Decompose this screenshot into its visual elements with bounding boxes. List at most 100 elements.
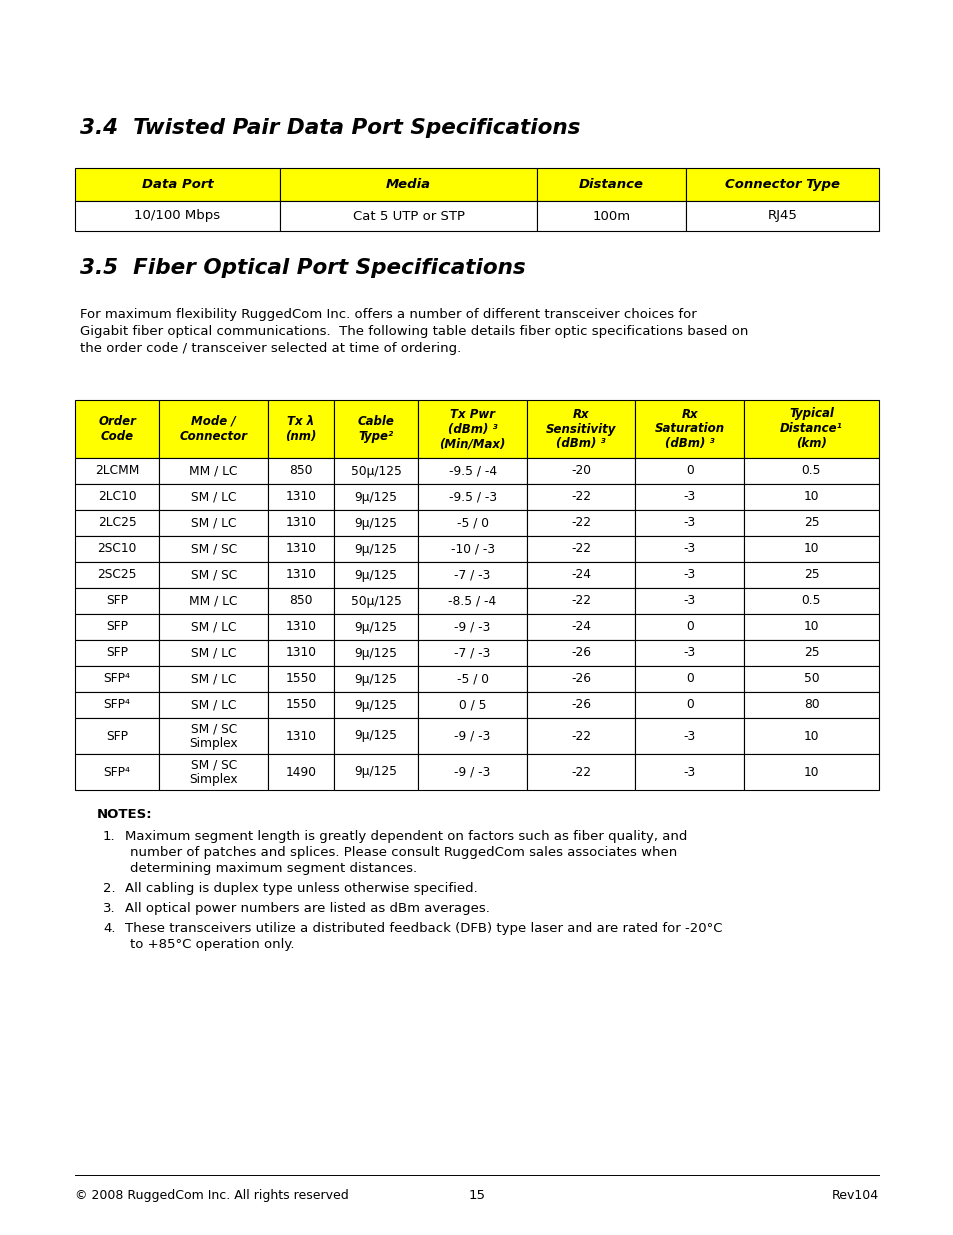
- Text: Gigabit fiber optical communications.  The following table details fiber optic s: Gigabit fiber optical communications. Th…: [80, 325, 747, 338]
- Bar: [743, 666, 878, 692]
- Text: -3: -3: [682, 766, 695, 778]
- Text: 10: 10: [802, 542, 819, 556]
- Text: -3: -3: [682, 730, 695, 742]
- Bar: [159, 755, 268, 790]
- Text: -22: -22: [571, 490, 591, 504]
- Text: -24: -24: [571, 568, 591, 582]
- Bar: [75, 755, 159, 790]
- Text: SM / SC
Simplex: SM / SC Simplex: [190, 758, 237, 785]
- Bar: [417, 755, 526, 790]
- Bar: [334, 562, 417, 588]
- Bar: [743, 400, 878, 458]
- Bar: [75, 692, 159, 718]
- Text: -3: -3: [682, 516, 695, 530]
- Bar: [159, 614, 268, 640]
- Bar: [743, 510, 878, 536]
- Bar: [334, 755, 417, 790]
- Text: -26: -26: [571, 673, 591, 685]
- Bar: [635, 755, 743, 790]
- Bar: [159, 666, 268, 692]
- Bar: [526, 755, 635, 790]
- Text: -7 / -3: -7 / -3: [454, 646, 490, 659]
- Text: 9μ/125: 9μ/125: [355, 490, 397, 504]
- Text: -22: -22: [571, 542, 591, 556]
- Bar: [526, 536, 635, 562]
- Bar: [685, 168, 878, 201]
- Text: 2LC10: 2LC10: [98, 490, 136, 504]
- Text: -22: -22: [571, 730, 591, 742]
- Bar: [526, 484, 635, 510]
- Bar: [159, 692, 268, 718]
- Bar: [417, 666, 526, 692]
- Bar: [280, 201, 537, 231]
- Text: SM / SC: SM / SC: [191, 568, 236, 582]
- Text: SM / LC: SM / LC: [191, 620, 236, 634]
- Bar: [526, 614, 635, 640]
- Text: -22: -22: [571, 516, 591, 530]
- Text: -5 / 0: -5 / 0: [456, 673, 488, 685]
- Bar: [743, 614, 878, 640]
- Bar: [743, 484, 878, 510]
- Bar: [334, 510, 417, 536]
- Text: 1310: 1310: [285, 542, 316, 556]
- Text: 2LC25: 2LC25: [98, 516, 136, 530]
- Bar: [635, 718, 743, 755]
- Text: Order
Code: Order Code: [98, 415, 136, 443]
- Text: 50: 50: [802, 673, 819, 685]
- Bar: [159, 510, 268, 536]
- Text: Rx
Sensitivity
(dBm) ³: Rx Sensitivity (dBm) ³: [545, 408, 616, 451]
- Text: SM / LC: SM / LC: [191, 699, 236, 711]
- Bar: [417, 400, 526, 458]
- Bar: [268, 400, 334, 458]
- Bar: [159, 562, 268, 588]
- Text: Distance: Distance: [578, 178, 643, 191]
- Bar: [537, 201, 685, 231]
- Text: 9μ/125: 9μ/125: [355, 620, 397, 634]
- Bar: [685, 201, 878, 231]
- Bar: [75, 458, 159, 484]
- Text: SM / LC: SM / LC: [191, 516, 236, 530]
- Text: Connector Type: Connector Type: [724, 178, 840, 191]
- Bar: [635, 692, 743, 718]
- Text: 3.5  Fiber Optical Port Specifications: 3.5 Fiber Optical Port Specifications: [80, 258, 525, 278]
- Text: Rev104: Rev104: [831, 1189, 878, 1202]
- Text: 2LCMM: 2LCMM: [95, 464, 139, 478]
- Text: 10: 10: [802, 490, 819, 504]
- Text: 50μ/125: 50μ/125: [351, 464, 401, 478]
- Text: 0: 0: [685, 673, 693, 685]
- Bar: [743, 588, 878, 614]
- Text: -10 / -3: -10 / -3: [450, 542, 494, 556]
- Text: © 2008 RuggedCom Inc. All rights reserved: © 2008 RuggedCom Inc. All rights reserve…: [75, 1189, 349, 1202]
- Text: SM / LC: SM / LC: [191, 673, 236, 685]
- Bar: [635, 536, 743, 562]
- Bar: [75, 640, 159, 666]
- Bar: [334, 692, 417, 718]
- Text: 15: 15: [468, 1189, 485, 1202]
- Text: -9 / -3: -9 / -3: [454, 766, 490, 778]
- Bar: [159, 588, 268, 614]
- Bar: [268, 755, 334, 790]
- Text: -3: -3: [682, 490, 695, 504]
- Bar: [75, 510, 159, 536]
- Text: 1310: 1310: [285, 646, 316, 659]
- Text: 3.4  Twisted Pair Data Port Specifications: 3.4 Twisted Pair Data Port Specification…: [80, 119, 579, 138]
- Bar: [334, 536, 417, 562]
- Bar: [743, 692, 878, 718]
- Text: -9.5 / -3: -9.5 / -3: [448, 490, 497, 504]
- Bar: [159, 484, 268, 510]
- Bar: [417, 458, 526, 484]
- Text: Cat 5 UTP or STP: Cat 5 UTP or STP: [353, 210, 464, 222]
- Text: -22: -22: [571, 594, 591, 608]
- Bar: [268, 692, 334, 718]
- Text: 2.: 2.: [103, 882, 115, 895]
- Text: SFP⁴: SFP⁴: [104, 673, 131, 685]
- Text: 10: 10: [802, 730, 819, 742]
- Bar: [526, 562, 635, 588]
- Text: MM / LC: MM / LC: [190, 464, 237, 478]
- Bar: [268, 588, 334, 614]
- Text: SFP: SFP: [106, 620, 128, 634]
- Bar: [334, 718, 417, 755]
- Text: 9μ/125: 9μ/125: [355, 542, 397, 556]
- Bar: [334, 614, 417, 640]
- Text: 1550: 1550: [285, 673, 316, 685]
